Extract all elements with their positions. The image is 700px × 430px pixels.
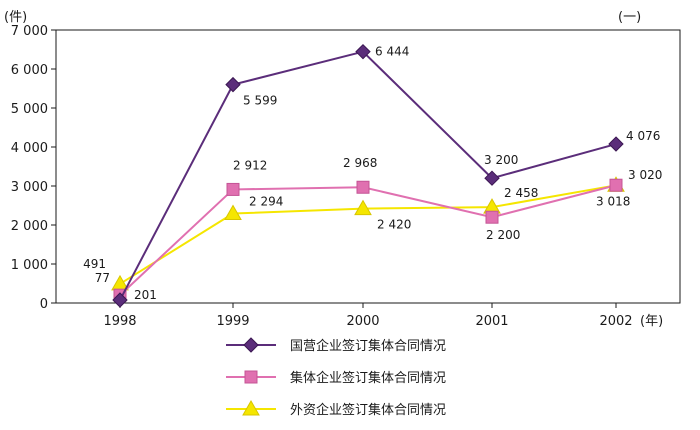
y-tick-label: 3 000 bbox=[11, 180, 48, 195]
square-marker bbox=[485, 210, 499, 224]
x-unit-label: (年) bbox=[640, 314, 663, 329]
y-tick-label: 0 bbox=[40, 297, 48, 312]
data-label: 491 bbox=[83, 257, 106, 271]
triangle-marker bbox=[354, 199, 372, 216]
series-layer: 491 2 294 2 420 2 458 3 018 201 2 912 2 968 2 20… bbox=[83, 43, 662, 308]
legend-item: 外资企业签订集体合同情况 bbox=[226, 399, 446, 418]
legend-label: 外资企业签订集体合同情况 bbox=[290, 402, 446, 418]
square-marker bbox=[609, 178, 623, 192]
diamond-marker bbox=[484, 170, 500, 186]
legend-label: 集体企业签订集体合同情况 bbox=[290, 370, 446, 386]
diamond-marker bbox=[608, 136, 624, 152]
y-tick-label: 7 000 bbox=[11, 24, 48, 39]
y-tick-label: 1 000 bbox=[11, 258, 48, 273]
data-label: 2 458 bbox=[504, 186, 538, 200]
series-triangle: 491 2 294 2 420 2 458 3 018 bbox=[83, 176, 630, 291]
data-label: 77 bbox=[95, 271, 110, 285]
data-label: 5 599 bbox=[243, 94, 277, 108]
diamond-marker bbox=[355, 43, 371, 60]
x-tick-label: 1998 bbox=[103, 314, 136, 329]
y-axis: 0 1 000 2 000 3 000 4 000 5 000 6 000 7 000 bbox=[11, 24, 56, 312]
data-label: 3 018 bbox=[596, 194, 630, 208]
series-line bbox=[119, 184, 617, 285]
data-label: 4 076 bbox=[626, 129, 660, 143]
x-tick-label: 2002 bbox=[599, 314, 632, 329]
data-label: 2 912 bbox=[233, 158, 267, 172]
y-unit-label: (件) bbox=[4, 10, 27, 25]
series-diamond: 77 5 599 6 444 3 200 4 076 bbox=[95, 43, 660, 308]
x-tick-label: 2000 bbox=[346, 314, 379, 329]
triangle-marker bbox=[224, 204, 242, 221]
x-tick-label: 2001 bbox=[475, 314, 508, 329]
square-marker bbox=[244, 370, 258, 384]
series-line bbox=[119, 50, 617, 301]
square-marker bbox=[226, 182, 240, 196]
diamond-marker bbox=[243, 337, 259, 353]
legend-item: 国营企业签订集体合同情况 bbox=[226, 337, 446, 354]
x-tick-label: 1999 bbox=[216, 314, 249, 329]
square-marker bbox=[356, 180, 370, 194]
series-line bbox=[119, 184, 617, 296]
legend-item: 集体企业签订集体合同情况 bbox=[226, 370, 446, 386]
chart-axes bbox=[55, 29, 681, 304]
diamond-marker bbox=[225, 76, 241, 93]
data-label: 2 200 bbox=[486, 228, 520, 242]
y-tick-label: 6 000 bbox=[11, 63, 48, 78]
y-tick-label: 4 000 bbox=[11, 141, 48, 156]
data-label: 6 444 bbox=[375, 45, 409, 59]
corner-label: (一) bbox=[618, 10, 641, 25]
plot-frame bbox=[55, 29, 681, 304]
data-label: 2 294 bbox=[249, 195, 283, 209]
data-label: 3 200 bbox=[484, 153, 518, 167]
y-tick-label: 5 000 bbox=[11, 102, 48, 117]
legend-label: 国营企业签订集体合同情况 bbox=[290, 338, 446, 354]
series-square: 201 2 912 2 968 2 200 3 020 bbox=[113, 156, 662, 302]
data-label: 201 bbox=[134, 288, 157, 302]
triangle-marker bbox=[242, 399, 260, 416]
x-axis: 1998 1999 2000 2001 2002 bbox=[103, 303, 633, 329]
y-tick-label: 2 000 bbox=[11, 219, 48, 234]
data-label: 2 968 bbox=[343, 156, 377, 170]
diamond-marker bbox=[112, 292, 128, 308]
data-label: 3 020 bbox=[628, 168, 662, 182]
data-label: 2 420 bbox=[377, 218, 411, 232]
